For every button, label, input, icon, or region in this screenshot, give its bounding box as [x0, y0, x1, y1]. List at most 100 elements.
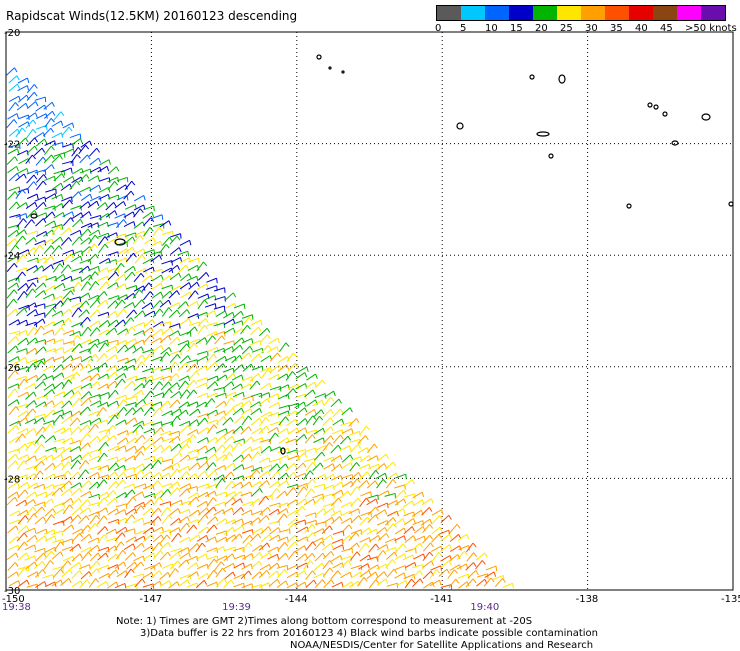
barb-feather [261, 467, 262, 472]
barb-shaft [205, 296, 215, 300]
barb-shaft [216, 537, 226, 542]
barb-feather [223, 364, 226, 368]
barb-feather [341, 409, 344, 413]
barb-feather [305, 408, 307, 412]
barb-feather [485, 553, 487, 557]
barb-feather [97, 201, 99, 206]
barb-shaft [179, 376, 189, 381]
wind-barb [251, 561, 262, 568]
barb-feather [159, 571, 162, 575]
barb-feather [225, 311, 227, 316]
barb-shaft [53, 347, 63, 351]
barb-feather [69, 481, 71, 485]
barb-shaft [261, 535, 269, 542]
barb-shaft [27, 309, 36, 315]
barb-shaft [216, 568, 223, 577]
wind-barb [106, 260, 117, 265]
barb-shaft [43, 365, 52, 371]
barb-shaft [89, 494, 99, 498]
wind-barb [315, 394, 326, 399]
barb-shaft [133, 390, 142, 396]
wind-barb [288, 542, 298, 550]
wind-barb [367, 444, 377, 453]
wind-barb [305, 382, 316, 388]
wind-barb [187, 364, 198, 372]
barb-shaft [17, 461, 23, 470]
wind-barb [187, 301, 198, 307]
barb-feather [189, 509, 190, 514]
barb-feather [168, 382, 171, 386]
barb-feather [150, 291, 153, 295]
barb-feather [34, 92, 37, 96]
wind-barb [143, 291, 153, 300]
wind-barb [232, 321, 243, 326]
wind-barb [116, 472, 127, 480]
barb-shaft [198, 294, 208, 298]
barb-shaft [468, 570, 476, 578]
wind-barb [196, 543, 206, 552]
wind-barb [306, 374, 317, 380]
barb-feather [403, 544, 406, 548]
wind-barb [440, 545, 451, 551]
wind-barb [314, 452, 324, 460]
barb-feather [166, 244, 169, 248]
wind-barb [79, 460, 89, 469]
barb-shaft [9, 173, 17, 180]
barb-feather [240, 499, 242, 504]
barb-feather [359, 509, 360, 514]
barb-shaft [358, 564, 367, 570]
barb-shaft [18, 455, 28, 460]
barb-feather [23, 255, 26, 259]
barb-shaft [216, 479, 222, 488]
barb-shaft [54, 509, 63, 515]
barb-feather [267, 335, 270, 339]
barb-shaft [404, 480, 412, 487]
barb-shaft [242, 317, 249, 326]
barb-shaft [153, 382, 160, 391]
barb-feather [312, 435, 315, 439]
barb-shaft [162, 328, 170, 335]
barb-feather [15, 562, 18, 566]
wind-barb [43, 330, 54, 335]
wind-barb [341, 502, 352, 507]
barb-shaft [61, 318, 68, 326]
wind-barb [323, 427, 333, 435]
barb-feather [305, 520, 306, 525]
wind-barb [80, 443, 91, 451]
barb-feather [250, 482, 252, 487]
barb-feather [175, 362, 178, 366]
barb-shaft [34, 133, 43, 139]
wind-barb [126, 286, 137, 291]
wind-barb [223, 445, 233, 453]
barb-feather [150, 227, 153, 231]
barb-feather [420, 571, 422, 575]
barb-shaft [117, 438, 126, 445]
barb-feather [79, 544, 81, 549]
barb-shaft [108, 509, 117, 515]
wind-barb [116, 395, 127, 400]
barb-feather [230, 445, 233, 449]
barb-feather [153, 267, 154, 272]
barb-feather [242, 465, 244, 470]
barb-feather [53, 509, 56, 513]
barb-shaft [270, 447, 280, 451]
wind-barb [80, 434, 90, 443]
barb-feather [257, 470, 260, 474]
wind-barb [63, 123, 74, 128]
wind-barb [378, 454, 389, 461]
barb-shaft [252, 572, 260, 579]
barb-shaft [306, 571, 313, 580]
barb-feather [24, 291, 27, 295]
wind-barb [171, 444, 182, 451]
barb-shaft [135, 484, 145, 488]
barb-shaft [35, 569, 42, 577]
barb-shaft [160, 502, 170, 505]
wind-barb [223, 312, 234, 318]
wind-barb [323, 551, 333, 559]
barb-shaft [89, 436, 97, 444]
barb-feather [251, 364, 253, 368]
wind-barb [234, 563, 245, 568]
wind-barb [232, 534, 243, 542]
barb-shaft [251, 481, 260, 487]
wind-barb [169, 373, 179, 381]
